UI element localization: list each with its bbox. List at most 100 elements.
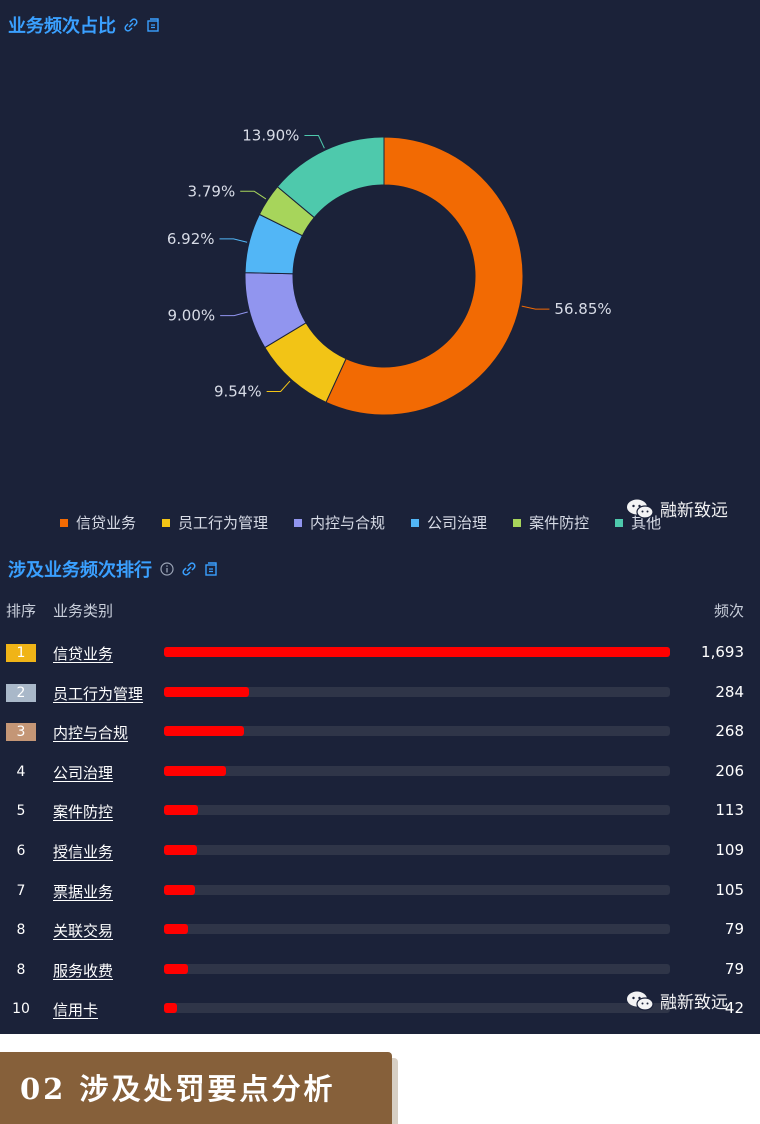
category-link[interactable]: 关联交易	[53, 922, 114, 941]
legend-label: 内控与合规	[310, 514, 386, 532]
legend-item[interactable]: 公司治理	[411, 512, 487, 533]
donut-label: 13.90%	[242, 127, 299, 145]
category-link[interactable]: 票据业务	[53, 882, 114, 901]
rank-badge: 1	[6, 644, 36, 662]
progress-fill	[164, 924, 188, 935]
progress-track	[164, 647, 670, 657]
legend-item[interactable]: 其他	[615, 512, 661, 533]
category-link[interactable]: 员工行为管理	[53, 684, 144, 703]
dashboard-panel: 业务频次占比 56.85% 9.54% 9.00% 6.92% 3.79% 13.90% …	[0, 0, 760, 1034]
donut-leader-line	[220, 311, 248, 317]
header-frequency: 频次	[713, 602, 744, 620]
watermark-top: 融新致远	[626, 496, 728, 521]
watermark-text: 融新致远	[660, 501, 728, 521]
copy-icon[interactable]	[204, 562, 218, 576]
donut-label: 3.79%	[188, 182, 236, 200]
rank-badge: 5	[16, 803, 26, 820]
donut-label: 9.54%	[214, 382, 262, 400]
section-title-rank: 涉及业务频次排行	[8, 556, 218, 582]
progress-track	[164, 845, 670, 855]
frequency-value: 268	[715, 722, 744, 741]
legend-label: 公司治理	[427, 514, 488, 532]
table-row: 10 信用卡 42	[0, 988, 760, 1028]
progress-track	[164, 726, 670, 737]
progress-track	[164, 805, 670, 816]
progress-fill	[164, 963, 188, 974]
link-icon[interactable]	[182, 562, 196, 576]
progress-track	[164, 765, 670, 776]
legend-swatch	[294, 518, 303, 527]
progress-track	[164, 686, 670, 697]
rank-badge: 6	[16, 843, 26, 859]
rank-badge: 4	[16, 763, 26, 780]
table-row: 8 关联交易 79	[0, 909, 760, 949]
donut-slice-其他[interactable]	[276, 136, 385, 219]
header-rank: 排序	[6, 602, 37, 620]
donut-chart: 56.85% 9.54% 9.00% 6.92% 3.79% 13.90%	[167, 127, 612, 416]
frequency-value: 42	[724, 999, 744, 1018]
legend-swatch	[411, 518, 420, 527]
legend-item[interactable]: 内控与合规	[294, 512, 385, 533]
progress-fill	[164, 726, 245, 737]
category-link[interactable]: 内控与合规	[53, 724, 129, 743]
progress-track	[164, 963, 670, 974]
progress-track	[164, 924, 670, 935]
copy-icon[interactable]	[146, 18, 160, 32]
donut-label: 6.92%	[167, 230, 215, 248]
legend-item[interactable]: 信贷业务	[60, 512, 136, 533]
progress-fill	[164, 845, 197, 855]
frequency-value: 109	[715, 841, 744, 859]
frequency-value: 105	[715, 880, 744, 899]
table-header: 排序 业务类别 频次	[6, 600, 744, 620]
legend-swatch	[513, 518, 522, 527]
donut-leader-line	[304, 135, 325, 149]
table-row: 2 员工行为管理 284	[0, 672, 760, 712]
progress-track	[164, 884, 670, 895]
chart-legend: 信贷业务 员工行为管理 内控与合规 公司治理 案件防控 其他	[60, 512, 661, 533]
progress-fill	[164, 884, 196, 895]
wechat-icon	[627, 499, 654, 519]
category-link[interactable]: 信贷业务	[53, 645, 114, 663]
category-link[interactable]: 信用卡	[53, 1001, 99, 1020]
donut-slice-信贷业务[interactable]	[325, 136, 524, 416]
legend-swatch	[162, 518, 171, 527]
donut-leader-line	[219, 238, 248, 243]
section-title-rank-text: 涉及业务频次排行	[8, 560, 152, 581]
legend-swatch	[60, 518, 68, 527]
legend-label: 员工行为管理	[178, 514, 269, 532]
progress-fill	[164, 686, 249, 697]
legend-swatch	[615, 518, 624, 527]
progress-track	[164, 1003, 670, 1014]
donut-label: 9.00%	[167, 307, 215, 325]
legend-label: 案件防控	[529, 514, 590, 532]
donut-leader-line	[266, 380, 291, 392]
donut-leader-line	[240, 190, 267, 200]
frequency-value: 79	[724, 959, 744, 978]
category-link[interactable]: 案件防控	[53, 803, 114, 822]
legend-item[interactable]: 案件防控	[513, 512, 589, 533]
rank-badge: 10	[12, 1001, 30, 1018]
category-link[interactable]: 服务收费	[53, 961, 114, 980]
rank-badge: 8	[16, 961, 26, 978]
frequency-value: 206	[715, 761, 744, 780]
link-icon[interactable]	[124, 18, 138, 32]
progress-fill	[164, 1003, 177, 1014]
donut-label: 56.85%	[554, 300, 611, 318]
wechat-icon	[627, 991, 654, 1011]
legend-label: 信贷业务	[76, 514, 137, 532]
category-link[interactable]: 授信业务	[53, 843, 114, 861]
legend-item[interactable]: 员工行为管理	[162, 512, 268, 533]
table-row: 8 服务收费 79	[0, 949, 760, 989]
table-row: 6 授信业务 109	[0, 830, 760, 870]
header-category: 业务类别	[53, 602, 114, 620]
legend-label: 其他	[631, 514, 662, 532]
table-row: 5 案件防控 113	[0, 790, 760, 830]
progress-fill	[164, 647, 670, 657]
category-link[interactable]: 公司治理	[53, 763, 114, 782]
table-row: 1 信贷业务 1,693	[0, 632, 760, 672]
rank-badge: 7	[16, 882, 26, 899]
banner-text: 02 涉及处罚要点分析	[20, 1072, 336, 1106]
progress-fill	[164, 765, 226, 776]
info-icon[interactable]	[160, 562, 174, 576]
watermark-text: 融新致远	[660, 993, 728, 1013]
